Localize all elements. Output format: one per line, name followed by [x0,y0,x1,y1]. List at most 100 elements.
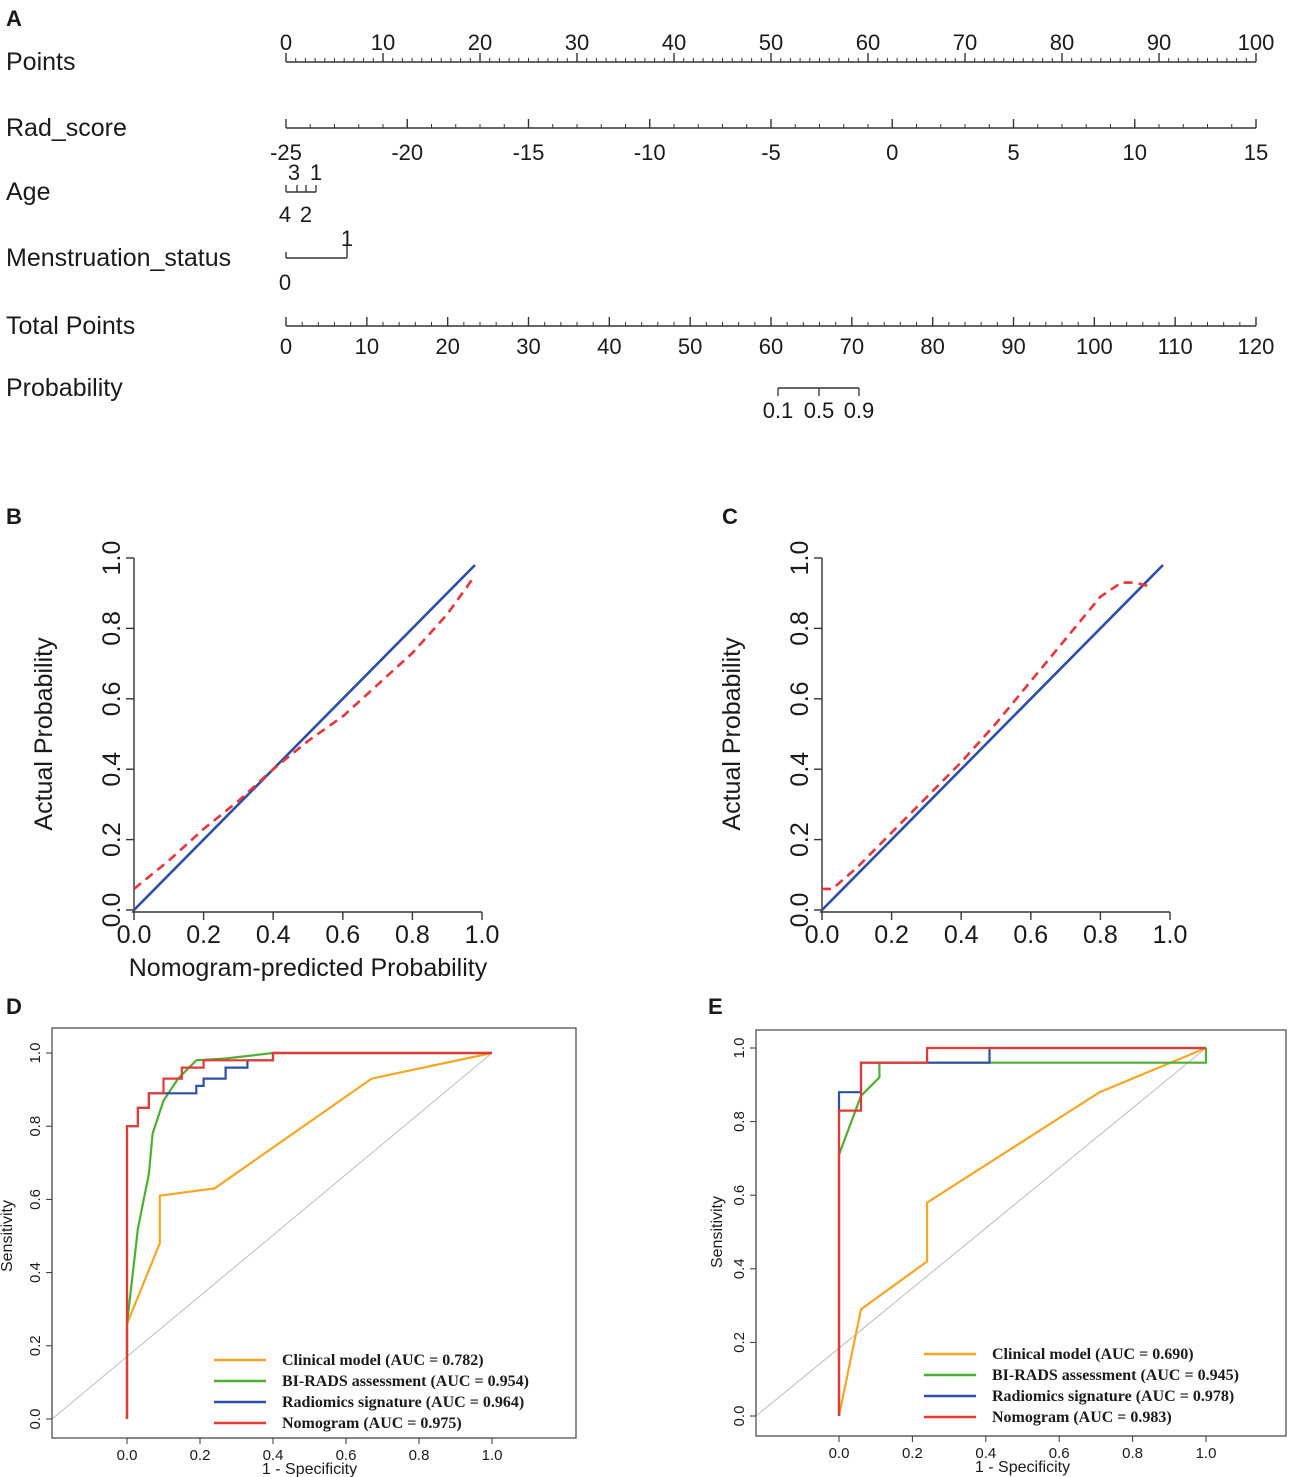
tick-label: 100 [1076,334,1113,359]
x-tick-label: 0.2 [190,1447,211,1464]
x-tick-label: 0.4 [256,921,291,949]
series-ideal-line [821,564,1164,911]
tick-label: 0 [279,270,291,295]
y-tick-label: 0.8 [98,611,126,646]
x-tick-label: 1.0 [1196,1445,1217,1462]
legend-label: Radiomics signature (AUC = 0.978) [992,1388,1234,1405]
tick-label: 0.5 [804,398,835,423]
calibration-panel-b: B 0.0 0.2 0.4 0.6 0.8 1.0 0.0 0.2 0.4 0.6 0.8 1.0 Act… [6,504,499,982]
panel-label-e: E [708,994,723,1019]
legend-label: Nomogram (AUC = 0.983) [992,1409,1172,1426]
tick-label: 10 [1123,140,1147,165]
panel-label-c: C [722,504,738,529]
tick-label: 70 [953,30,977,55]
y-tick-label: 0.0 [98,893,126,928]
nomogram-row-label: Total Points [6,312,135,340]
roc-panel-d: D 0.0 0.2 0.4 0.6 0.8 1.0 0.0 0.2 0.4 0.6 0.8 1.0 1 -… [0,994,577,1477]
legend: Clinical model (AUC = 0.690) BI-RADS asse… [924,1346,1239,1426]
tick-label: 15 [1244,140,1268,165]
x-tick-label: 0.8 [1083,921,1118,949]
tick-label: 3 [288,160,300,185]
x-tick-label: 1.0 [1153,921,1188,949]
y-tick-label: 0.6 [786,681,814,716]
tick-label: 80 [920,334,944,359]
roc-curve-line [125,1051,492,1419]
roc-curve-line [837,1046,1206,1416]
nomogram-row-label: Age [6,178,50,206]
x-tick-label: 0.2 [186,921,221,949]
tick-label: 5 [1007,140,1019,165]
y-tick-label: 1.0 [731,1038,748,1059]
nomogram-row-label: Probability [6,374,123,402]
x-tick-label: 0.0 [117,1447,138,1464]
tick-label: 0 [280,334,292,359]
y-axis-title: Actual Probability [718,637,746,831]
tick-label: -10 [634,140,666,165]
tick-label: 20 [468,30,492,55]
series-calibration-line [822,581,1150,891]
y-tick-label: 0.2 [27,1335,44,1356]
probability-axis: 0.1 0.5 0.9 [763,387,875,423]
y-axis-title: Sensitivity [709,1196,726,1268]
legend-label: BI-RADS assessment (AUC = 0.954) [282,1373,529,1390]
tick-label: 50 [759,30,783,55]
points-axis: 0 10 20 30 40 50 60 70 80 90 100 [280,30,1275,63]
y-tick-label: 0.0 [27,1409,44,1430]
tick-label: 80 [1050,30,1074,55]
y-tick-label: 0.6 [98,681,126,716]
panel-label-d: D [6,994,22,1019]
total-points-axis: 0 10 20 30 40 50 60 70 80 90 100 110 120 [280,317,1274,359]
menstruation-axis: 10 [279,226,353,295]
y-tick-label: 0.6 [27,1189,44,1210]
tick-label: 0 [886,140,898,165]
tick-label: 70 [840,334,864,359]
y-tick-label: 1.0 [98,541,126,576]
panel-label-a: A [6,6,22,31]
tick-label: 40 [662,30,686,55]
y-tick-label: 1.0 [786,541,814,576]
tick-label: 1 [341,226,353,251]
tick-label: 90 [1147,30,1171,55]
tick-label: 0.1 [763,398,794,423]
tick-label: 90 [1001,334,1025,359]
tick-label: 0.9 [844,398,875,423]
tick-label: 20 [435,334,459,359]
y-tick-label: 0.8 [27,1116,44,1137]
x-tick-label: 0.6 [1013,921,1048,949]
x-tick-label: 1.0 [482,1447,503,1464]
y-axis-title: Sensitivity [0,1200,16,1272]
tick-label: 40 [597,334,621,359]
age-axis: 3 14 2 [279,160,322,227]
tick-label: 2 [300,202,312,227]
tick-label: 30 [565,30,589,55]
series-calibration-line [133,574,477,890]
x-tick-label: 1.0 [465,921,500,949]
x-axis-title: Nomogram-predicted Probability [129,954,488,982]
x-axis-title: 1 - Specificity [975,1459,1070,1476]
roc-panel-e: E 0.0 0.2 0.4 0.6 0.8 1.0 0.0 0.2 0.4 0.6 0.8 1.0 1 -… [708,994,1287,1476]
tick-label: 100 [1238,30,1275,55]
nomogram-row-label: Menstruation_status [6,244,231,272]
x-tick-label: 0.4 [263,1447,284,1464]
y-tick-label: 0.0 [731,1406,748,1427]
x-tick-label: 0.8 [409,1447,430,1464]
x-tick-label: 0.0 [805,921,840,949]
x-tick-label: 0.2 [902,1445,923,1462]
roc-curve-line [125,1051,492,1419]
x-tick-label: 0.6 [325,921,360,949]
reference-diagonal [755,1047,1207,1417]
x-tick-label: 0.2 [874,921,909,949]
y-tick-label: 0.8 [786,611,814,646]
series-ideal-line [133,564,476,911]
roc-curve-line [837,1046,1207,1417]
tick-label: 4 [279,202,291,227]
tick-label: 10 [355,334,379,359]
tick-label: 50 [678,334,702,359]
y-tick-label: 0.2 [786,822,814,857]
tick-label: 110 [1158,334,1193,359]
nomogram-panel: A Points Rad_score Age Menstruation_status To… [6,6,1274,423]
y-tick-label: 0.2 [731,1332,748,1353]
x-tick-label: 0.4 [944,921,979,949]
y-tick-label: 1.0 [27,1043,44,1064]
x-tick-label: 0.8 [395,921,430,949]
